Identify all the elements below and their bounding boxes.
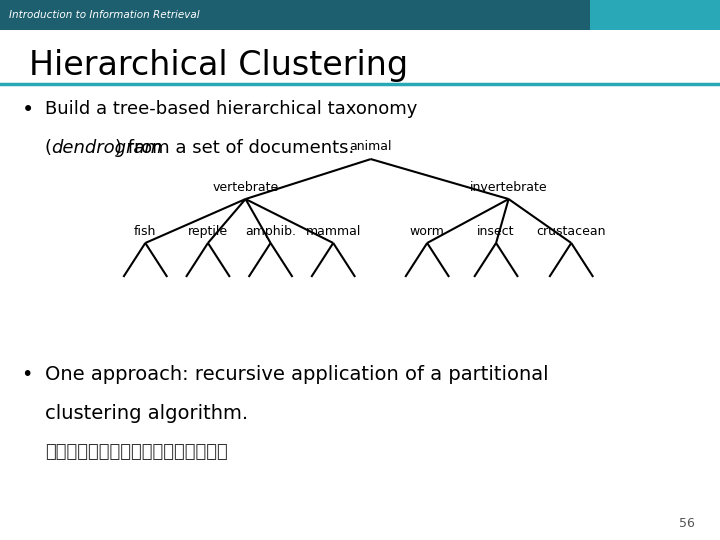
Text: reptile: reptile: [188, 225, 228, 238]
Text: Introduction to Information Retrieval: Introduction to Information Retrieval: [9, 10, 199, 20]
Text: 56: 56: [679, 517, 695, 530]
Text: amphib.: amphib.: [245, 225, 296, 238]
Text: vertebrate: vertebrate: [212, 181, 279, 194]
Text: invertebrate: invertebrate: [469, 181, 547, 194]
Text: crustacean: crustacean: [536, 225, 606, 238]
Text: animal: animal: [349, 140, 392, 153]
FancyBboxPatch shape: [590, 0, 720, 30]
Text: mammal: mammal: [305, 225, 361, 238]
Text: •: •: [22, 364, 33, 383]
Text: (: (: [45, 139, 52, 157]
Text: 可由每一層不斷執行分群演算法所組成: 可由每一層不斷執行分群演算法所組成: [45, 443, 228, 461]
Text: Build a tree-based hierarchical taxonomy: Build a tree-based hierarchical taxonomy: [45, 100, 417, 118]
Text: •: •: [22, 100, 34, 120]
Text: worm: worm: [410, 225, 445, 238]
Text: One approach: recursive application of a partitional: One approach: recursive application of a…: [45, 364, 548, 383]
Text: dendrogram: dendrogram: [51, 139, 162, 157]
Text: insect: insect: [477, 225, 515, 238]
Text: Hierarchical Clustering: Hierarchical Clustering: [29, 49, 408, 82]
Text: fish: fish: [134, 225, 156, 238]
Text: ) from a set of documents.: ) from a set of documents.: [115, 139, 354, 157]
FancyBboxPatch shape: [0, 0, 590, 30]
Text: clustering algorithm.: clustering algorithm.: [45, 404, 248, 423]
